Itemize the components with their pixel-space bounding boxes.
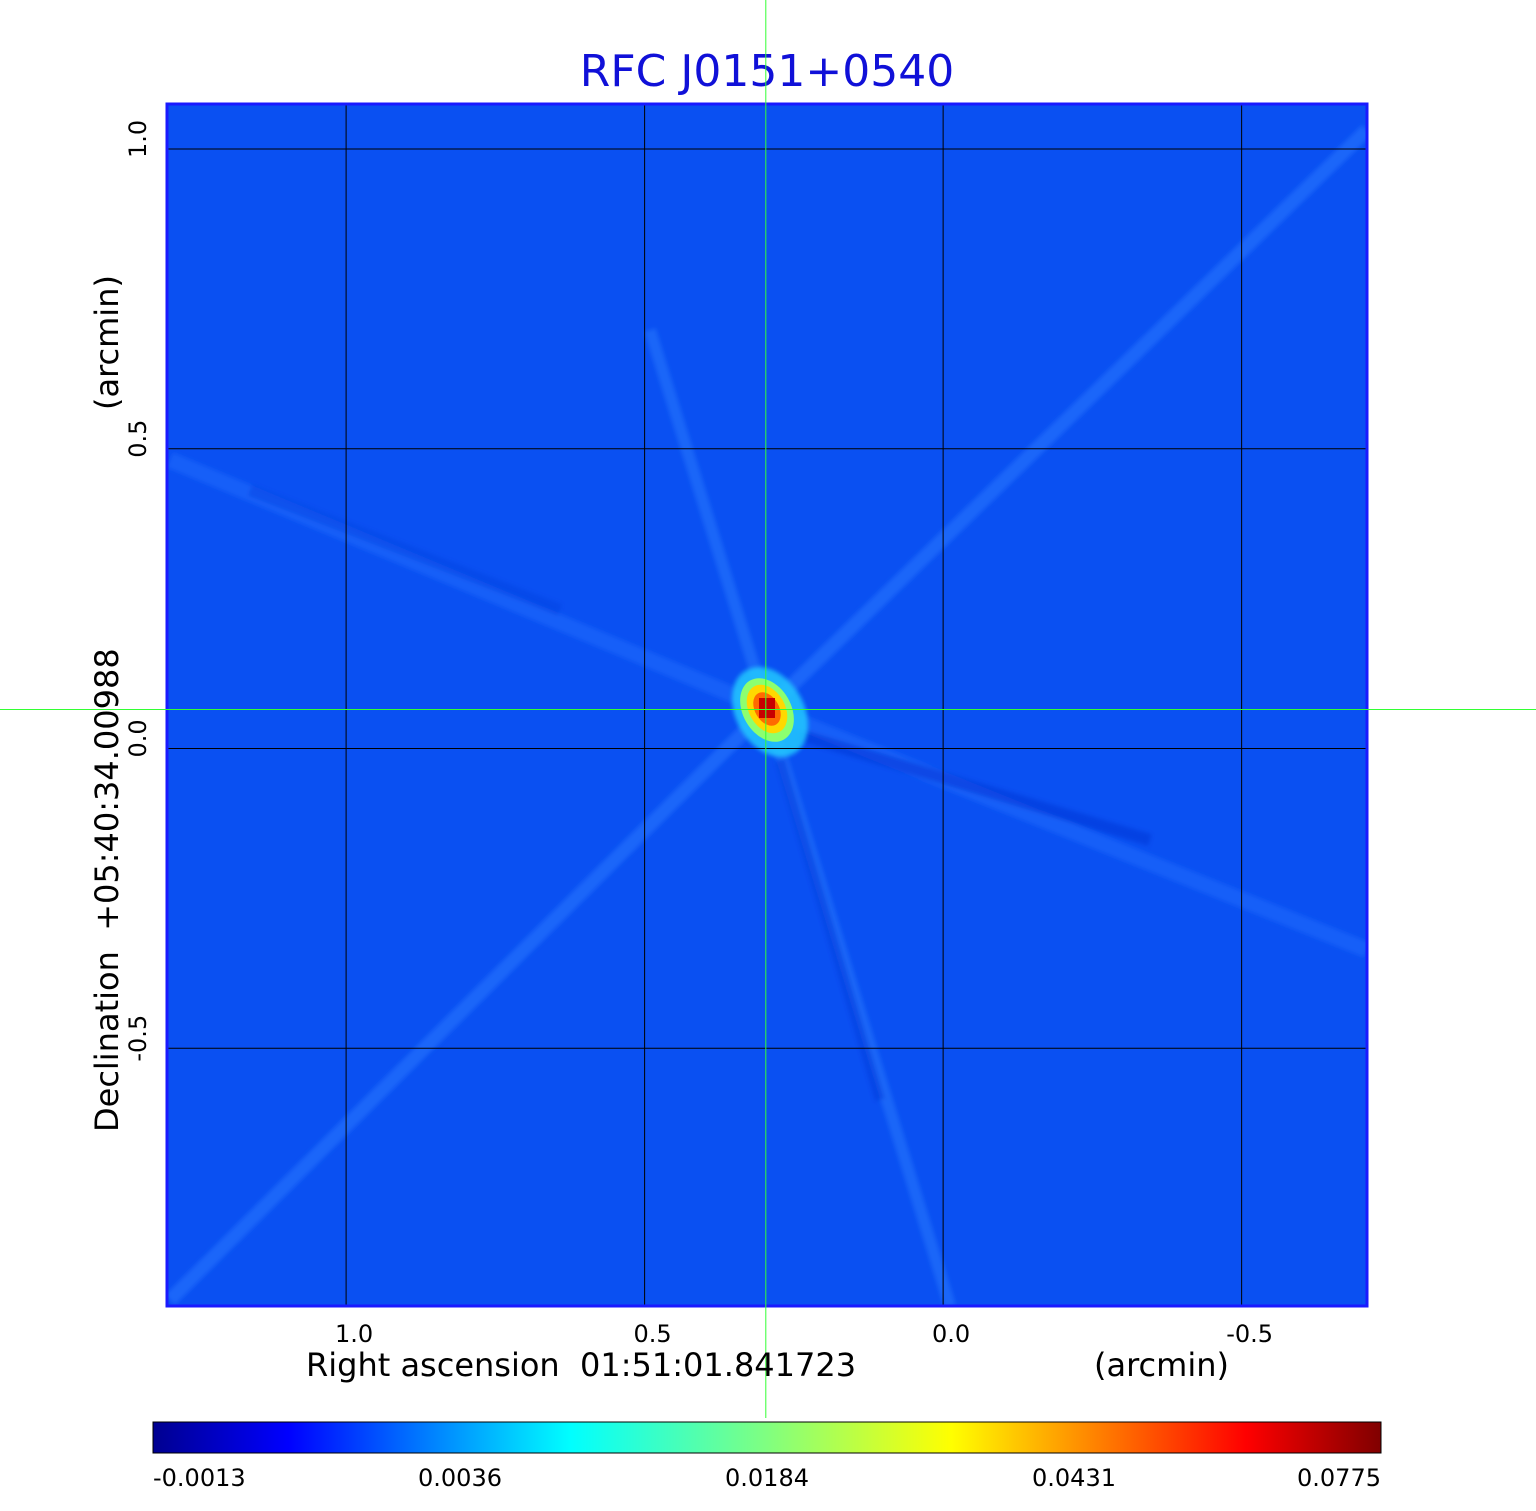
negative-ray-s	[775, 758, 885, 1102]
plot-frame	[165, 102, 1369, 1308]
negative-ray-nw	[247, 484, 563, 616]
grid-lines	[167, 104, 1367, 1306]
x-axis-unit: (arcmin)	[1094, 1346, 1229, 1384]
negative-ray-se	[798, 729, 1152, 846]
y-tick-labels: 1.0 0.5 0.0 -0.5	[124, 120, 152, 1062]
x-tick-label: 0.5	[634, 1320, 672, 1348]
sidelobe-pattern	[167, 124, 1367, 1306]
peak-core	[759, 698, 775, 718]
sidelobe-ray-ne	[762, 124, 1367, 715]
x-tick-labels: 1.0 0.5 0.0 -0.5	[335, 1320, 1273, 1348]
x-axis-label: Right ascension 01:51:01.841723	[306, 1346, 856, 1384]
y-tick-label: -0.5	[124, 1015, 152, 1062]
x-tick-label: 1.0	[335, 1320, 373, 1348]
crosshair	[0, 0, 1536, 1418]
colorbar-tick-label: 0.0431	[1032, 1464, 1116, 1492]
sidelobe-ray-n	[644, 328, 773, 711]
y-axis-unit: (arcmin)	[88, 275, 126, 410]
chart-title: RFC J0151+0540	[580, 46, 954, 97]
colorbar-gradient	[152, 1421, 1382, 1454]
x-tick-label: -0.5	[1226, 1320, 1273, 1348]
y-axis-label: Declination +05:40:34.00988	[88, 648, 126, 1132]
colorbar-tick-label: 0.0184	[725, 1464, 809, 1492]
y-tick-label: 0.0	[124, 719, 152, 757]
x-tick-label: 0.0	[932, 1320, 970, 1348]
sidelobe-ray-sw	[167, 704, 772, 1305]
colorbar-tick-label: -0.0013	[153, 1464, 246, 1492]
plot-area	[165, 102, 1369, 1308]
colorbar-tick-labels: -0.0013 0.0036 0.0184 0.0431 0.0775	[153, 1464, 1381, 1492]
colorbar-tick-label: 0.0036	[418, 1464, 502, 1492]
peak-source	[732, 667, 808, 757]
colorbar: -0.0013 0.0036 0.0184 0.0431 0.0775	[152, 1421, 1382, 1492]
colorbar-tick-label: 0.0775	[1297, 1464, 1381, 1492]
y-tick-label: 0.5	[124, 420, 152, 458]
y-tick-label: 1.0	[124, 120, 152, 158]
